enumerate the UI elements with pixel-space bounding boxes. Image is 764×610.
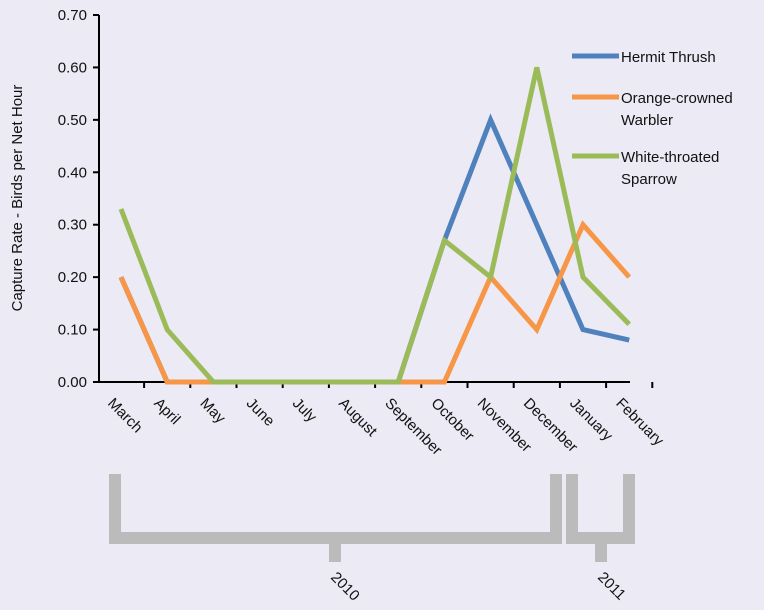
legend-label: Hermit Thrush (621, 49, 716, 66)
series-line-white-throated-sparrow (118, 66, 631, 385)
legend: Hermit Thrush Orange-crowned Warbler White-… (572, 49, 733, 188)
series-line-orange-crowned-warbler (118, 220, 632, 385)
bracket-2011 (566, 474, 635, 544)
y-tick-label: 0.00 (58, 374, 87, 391)
x-tick-label: August (335, 395, 381, 441)
bracket-2010 (109, 474, 562, 544)
y-tick-label: 0.50 (58, 112, 87, 129)
series-line-hermit-thrush (118, 113, 630, 385)
legend-label: Orange-crowned Warbler (621, 90, 733, 129)
x-tick-label: May (197, 395, 229, 427)
y-axis-title: Capture Rate - Birds per Net Hour (9, 85, 26, 312)
series-lines (118, 66, 632, 385)
x-tick-label: February (612, 395, 667, 450)
y-tick-label: 0.40 (58, 164, 87, 181)
y-tick-label: 0.20 (58, 269, 87, 286)
x-tick-label: June (243, 395, 278, 430)
y-tick-label: 0.60 (58, 59, 87, 76)
year-brackets: 2010 2011 (109, 474, 635, 605)
x-tick-label: March (104, 395, 145, 436)
x-tick-label: July (289, 395, 320, 426)
y-tick-label: 0.30 (58, 217, 87, 234)
y-tick-label: 0.10 (58, 322, 87, 339)
y-tick-label: 0.70 (58, 7, 87, 24)
year-label-2011: 2011 (594, 569, 629, 604)
legend-label: White-throated Sparrow (621, 149, 719, 188)
year-label-2010: 2010 (327, 569, 363, 605)
x-tick-label: April (150, 395, 183, 428)
